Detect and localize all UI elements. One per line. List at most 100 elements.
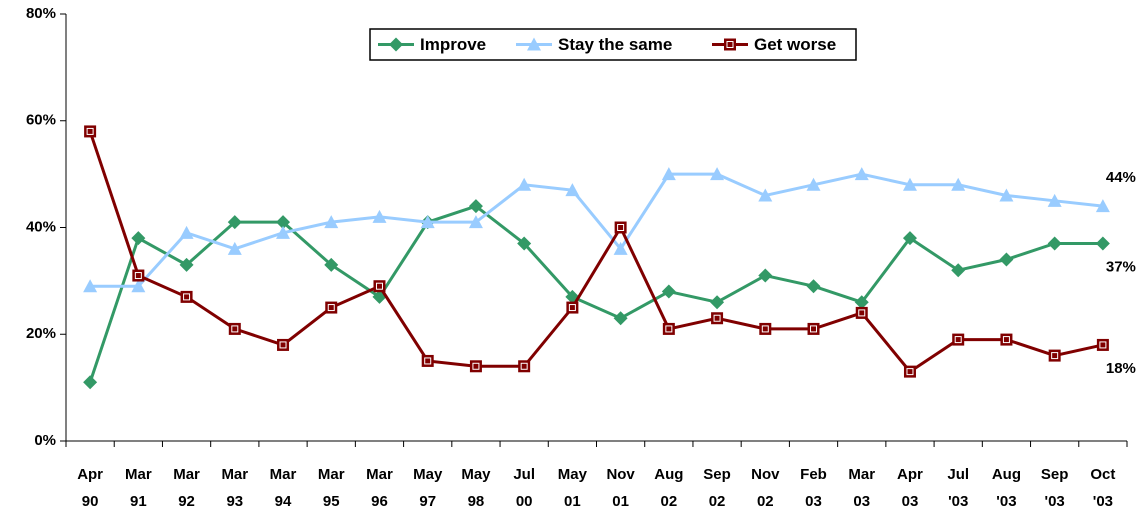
x-tick-label: Aug bbox=[992, 466, 1021, 483]
point bbox=[807, 322, 820, 335]
marker-outer bbox=[84, 125, 97, 138]
point bbox=[854, 295, 869, 310]
x-tick-label: 93 bbox=[226, 493, 243, 510]
x-tick-label: Jul bbox=[947, 466, 969, 483]
point bbox=[1047, 193, 1062, 207]
point bbox=[806, 177, 821, 191]
series-line bbox=[90, 172, 1104, 288]
point bbox=[613, 311, 628, 326]
point bbox=[902, 177, 917, 191]
x-tick-label: 94 bbox=[275, 493, 292, 510]
marker-inner bbox=[726, 41, 734, 48]
point bbox=[277, 338, 290, 351]
point bbox=[180, 290, 193, 303]
point bbox=[1095, 199, 1110, 213]
marker-inner bbox=[954, 336, 962, 344]
marker-outer bbox=[903, 365, 916, 378]
marker-inner bbox=[327, 304, 335, 312]
x-tick-label: May bbox=[413, 466, 443, 483]
legend-label: Improve bbox=[420, 35, 486, 54]
point bbox=[276, 225, 291, 239]
legend-box bbox=[369, 28, 857, 61]
x-tick-label: 91 bbox=[130, 493, 147, 510]
x-tick-label: Apr bbox=[77, 466, 103, 483]
x-tick-label: Nov bbox=[606, 466, 635, 483]
marker-inner bbox=[1099, 341, 1107, 349]
x-tick-label: Nov bbox=[751, 466, 780, 483]
point bbox=[227, 215, 242, 230]
marker-inner bbox=[906, 368, 914, 376]
x-tick-label: 02 bbox=[757, 493, 774, 510]
point bbox=[855, 306, 868, 319]
point bbox=[662, 322, 675, 335]
x-tick-label: 03 bbox=[853, 493, 870, 510]
y-tick-label: 0% bbox=[34, 432, 56, 449]
marker-outer bbox=[662, 322, 675, 335]
marker-inner bbox=[424, 357, 432, 365]
point bbox=[951, 177, 966, 191]
point bbox=[999, 252, 1014, 267]
marker-outer bbox=[1000, 333, 1013, 346]
marker-inner bbox=[279, 341, 287, 349]
x-tick-label: Mar bbox=[221, 466, 248, 483]
marker-outer bbox=[228, 322, 241, 335]
x-tick-label: 02 bbox=[709, 493, 726, 510]
point bbox=[421, 354, 434, 367]
x-tick-label: May bbox=[558, 466, 588, 483]
x-tick-label: 00 bbox=[516, 493, 533, 510]
legend-label: Stay the same bbox=[558, 35, 672, 54]
marker-outer bbox=[132, 269, 145, 282]
x-tick-label: Oct bbox=[1090, 466, 1115, 483]
point bbox=[613, 241, 628, 255]
marker-outer bbox=[952, 333, 965, 346]
x-tick-label: 01 bbox=[564, 493, 581, 510]
point bbox=[469, 360, 482, 373]
x-tick-label: 03 bbox=[805, 493, 822, 510]
x-tick-label: '03 bbox=[996, 493, 1016, 510]
marker-outer bbox=[614, 221, 627, 234]
x-tick-label: '03 bbox=[1093, 493, 1113, 510]
point bbox=[83, 375, 98, 390]
point bbox=[1096, 338, 1109, 351]
x-tick-label: 92 bbox=[178, 493, 195, 510]
marker-outer bbox=[855, 306, 868, 319]
point bbox=[228, 322, 241, 335]
marker-outer bbox=[724, 38, 736, 51]
x-tick-label: May bbox=[461, 466, 491, 483]
point bbox=[373, 280, 386, 293]
point bbox=[276, 215, 291, 230]
x-tick-label: 97 bbox=[419, 493, 436, 510]
point bbox=[903, 365, 916, 378]
point bbox=[324, 215, 339, 229]
point bbox=[566, 301, 579, 314]
marker-outer bbox=[180, 290, 193, 303]
x-tick-label: Mar bbox=[270, 466, 297, 483]
x-tick-label: 03 bbox=[902, 493, 919, 510]
point bbox=[565, 183, 580, 197]
marker-inner bbox=[858, 309, 866, 317]
marker-outer bbox=[518, 360, 531, 373]
point bbox=[468, 215, 483, 229]
point bbox=[131, 279, 146, 293]
marker-inner bbox=[134, 272, 142, 280]
marker-inner bbox=[472, 362, 480, 370]
marker-outer bbox=[469, 360, 482, 373]
marker-inner bbox=[183, 293, 191, 301]
marker-outer bbox=[1048, 349, 1061, 362]
marker-inner bbox=[568, 304, 576, 312]
point bbox=[179, 225, 194, 239]
marker-outer bbox=[807, 322, 820, 335]
legend-marker bbox=[527, 37, 541, 51]
point bbox=[952, 333, 965, 346]
point bbox=[132, 269, 145, 282]
marker-outer bbox=[373, 280, 386, 293]
point bbox=[759, 322, 772, 335]
point bbox=[1000, 333, 1013, 346]
x-tick-label: 01 bbox=[612, 493, 629, 510]
point bbox=[518, 360, 531, 373]
marker-inner bbox=[665, 325, 673, 333]
marker-inner bbox=[1002, 336, 1010, 344]
point bbox=[179, 257, 194, 272]
marker-outer bbox=[566, 301, 579, 314]
point bbox=[131, 231, 146, 246]
